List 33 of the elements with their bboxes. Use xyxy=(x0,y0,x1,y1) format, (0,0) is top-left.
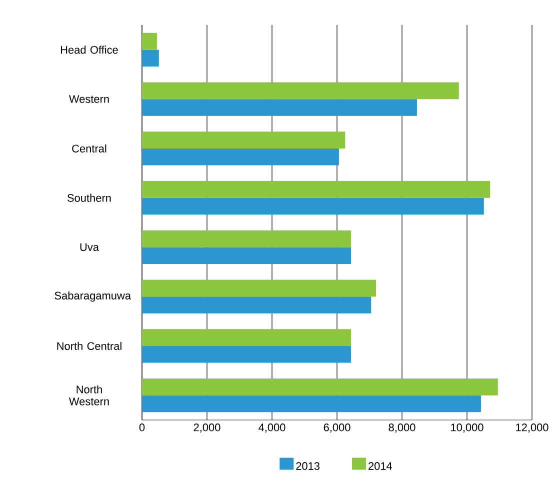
bar xyxy=(142,230,351,248)
x-tick-label: 0 xyxy=(139,424,145,432)
x-tick-label: 10,000 xyxy=(451,424,484,433)
bar xyxy=(142,50,159,66)
legend-label: 2014 xyxy=(368,462,392,470)
y-tick-label: Central xyxy=(72,144,106,152)
bar xyxy=(142,280,376,297)
bar xyxy=(142,99,417,116)
x-tick-label: 12,000 xyxy=(516,424,548,433)
y-tick-label: North Western xyxy=(68,385,109,406)
y-tick-label: North Central xyxy=(57,342,122,350)
y-tick-label: Head Office xyxy=(60,46,118,54)
bar xyxy=(142,329,351,346)
bar xyxy=(142,181,490,198)
bar xyxy=(142,247,351,264)
x-tick-label: 2,000 xyxy=(194,424,220,433)
bar xyxy=(142,296,372,314)
bar xyxy=(142,132,346,148)
bar xyxy=(142,148,339,166)
y-tick-label: Southern xyxy=(67,194,111,202)
legend-label: 2013 xyxy=(296,462,320,470)
x-tick-label: 4,000 xyxy=(258,424,286,433)
y-tick-label: Uva xyxy=(80,243,99,252)
bar xyxy=(142,346,351,363)
x-tick-label: 6,000 xyxy=(324,424,350,433)
bar xyxy=(142,395,481,412)
bar xyxy=(142,198,484,215)
bar xyxy=(142,32,157,50)
y-tick-label: Sabaragamuwa xyxy=(54,291,131,302)
bar xyxy=(142,378,498,396)
x-tick-label: 8,000 xyxy=(388,424,416,433)
bar xyxy=(142,82,459,100)
y-tick-label: Western xyxy=(68,95,109,103)
